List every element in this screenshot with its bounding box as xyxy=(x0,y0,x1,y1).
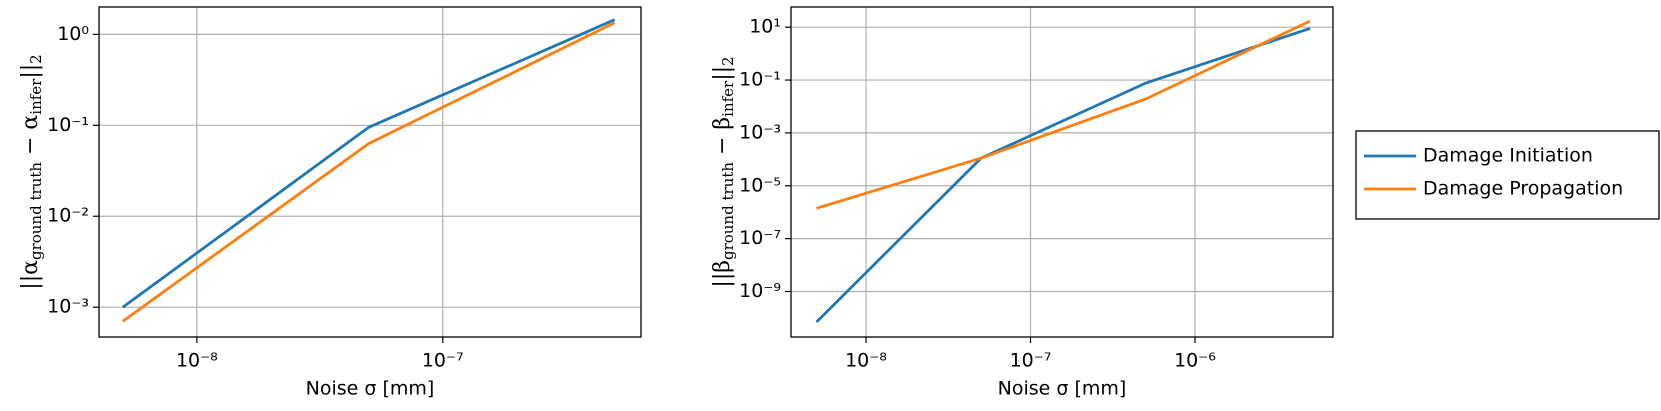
y-label-part: − β xyxy=(710,117,735,162)
x-tick-label: 10⁻⁸ xyxy=(845,350,887,372)
series-line xyxy=(121,21,616,323)
y-label-subscript: ground truth xyxy=(27,162,45,260)
legend-box xyxy=(1355,130,1660,220)
x-axis-label: Noise σ [mm] xyxy=(998,378,1127,400)
plot-frame xyxy=(790,6,1334,338)
y-label-subscript: ground truth xyxy=(719,162,737,260)
y-axis-label: ||αground truth − αinfer||2 xyxy=(18,54,45,289)
legend-label: Damage Propagation xyxy=(1423,178,1623,200)
y-label-subscript: infer xyxy=(27,78,45,115)
y-tick-label: 10⁻⁹ xyxy=(739,280,781,302)
y-label-subscript: infer xyxy=(719,80,737,117)
y-tick-label: 10⁻¹ xyxy=(47,114,89,136)
y-axis-label: ||βground truth − βinfer||2 xyxy=(710,56,737,287)
y-label-subscript: 2 xyxy=(719,56,737,66)
y-tick-label: 10⁻³ xyxy=(47,296,89,318)
y-tick-label: 10⁰ xyxy=(57,23,89,45)
series-line xyxy=(816,19,1311,210)
y-label-part: − α xyxy=(18,115,43,162)
y-label-subscript: 2 xyxy=(27,54,45,64)
x-tick-label: 10⁻⁷ xyxy=(422,350,464,372)
plot-frame xyxy=(98,6,642,338)
legend-label: Damage Initiation xyxy=(1423,145,1593,167)
series-line xyxy=(121,18,616,309)
y-tick-label: 10¹ xyxy=(749,16,781,38)
y-label-part: ||β xyxy=(710,260,735,288)
y-tick-label: 10⁻² xyxy=(47,205,89,227)
y-label-part: ||α xyxy=(18,260,43,290)
x-tick-label: 10⁻⁷ xyxy=(1010,350,1052,372)
series-line xyxy=(815,27,1311,323)
x-axis-label: Noise σ [mm] xyxy=(306,378,435,400)
y-tick-label: 10⁻³ xyxy=(739,121,781,143)
y-label-part: || xyxy=(710,66,735,81)
x-tick-label: 10⁻⁸ xyxy=(176,350,218,372)
x-tick-label: 10⁻⁶ xyxy=(1174,350,1216,372)
y-tick-label: 10⁻¹ xyxy=(739,69,781,91)
y-tick-label: 10⁻⁵ xyxy=(739,174,781,196)
y-label-part: || xyxy=(18,64,43,79)
y-tick-label: 10⁻⁷ xyxy=(739,227,781,249)
